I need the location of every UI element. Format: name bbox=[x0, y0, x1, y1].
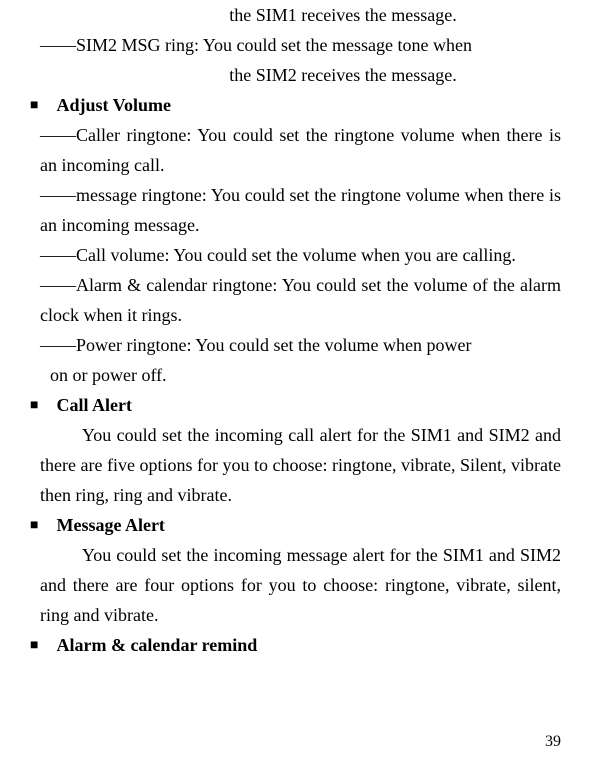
adjust-volume-item-5a: ――Power ringtone: You could set the volu… bbox=[40, 330, 561, 360]
continuation-line-1: the SIM1 receives the message. bbox=[125, 0, 561, 30]
message-alert-header: ■ Message Alert bbox=[30, 510, 561, 540]
square-bullet-icon: ■ bbox=[30, 511, 38, 541]
sim2-msg-ring-cont: the SIM2 receives the message. bbox=[125, 60, 561, 90]
page-content: the SIM1 receives the message. ――SIM2 MS… bbox=[0, 0, 591, 660]
square-bullet-icon: ■ bbox=[30, 391, 38, 421]
adjust-volume-item-1: ――Caller ringtone: You could set the rin… bbox=[40, 120, 561, 180]
call-alert-header: ■ Call Alert bbox=[30, 390, 561, 420]
alarm-remind-header: ■ Alarm & calendar remind bbox=[30, 630, 561, 660]
call-alert-body: You could set the incoming call alert fo… bbox=[40, 420, 561, 510]
adjust-volume-item-3: ――Call volume: You could set the volume … bbox=[40, 240, 561, 270]
square-bullet-icon: ■ bbox=[30, 631, 38, 661]
message-alert-body: You could set the incoming message alert… bbox=[40, 540, 561, 630]
adjust-volume-heading: Adjust Volume bbox=[56, 90, 171, 120]
call-alert-heading: Call Alert bbox=[56, 390, 131, 420]
sim2-msg-ring-line: ――SIM2 MSG ring: You could set the messa… bbox=[40, 30, 561, 60]
alarm-remind-heading: Alarm & calendar remind bbox=[56, 630, 257, 660]
adjust-volume-item-4: ――Alarm & calendar ringtone: You could s… bbox=[40, 270, 561, 330]
adjust-volume-header: ■ Adjust Volume bbox=[30, 90, 561, 120]
adjust-volume-item-2: ――message ringtone: You could set the ri… bbox=[40, 180, 561, 240]
square-bullet-icon: ■ bbox=[30, 91, 38, 121]
page-number: 39 bbox=[545, 733, 561, 751]
adjust-volume-item-5b: on or power off. bbox=[50, 360, 561, 390]
message-alert-heading: Message Alert bbox=[56, 510, 164, 540]
